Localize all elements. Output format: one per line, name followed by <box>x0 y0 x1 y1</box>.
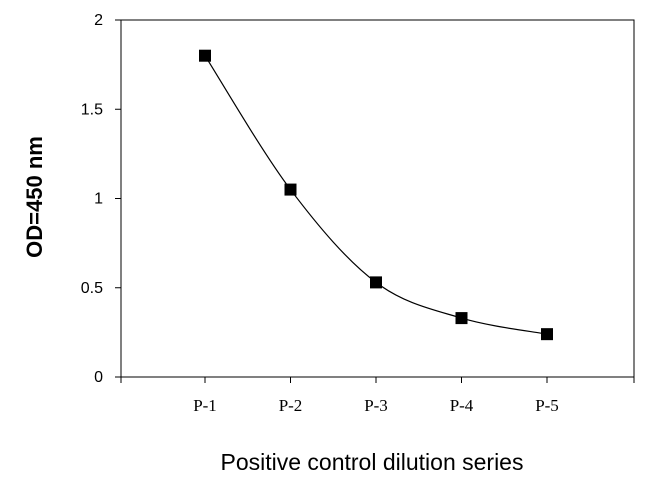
y-tick-label: 2 <box>94 12 103 29</box>
x-tick-label: P-4 <box>450 396 474 415</box>
data-point-marker <box>455 312 468 325</box>
x-tick-label: P-3 <box>364 396 388 415</box>
data-point-marker <box>199 49 211 62</box>
y-axis: 0 0.5 1 1.5 2 <box>81 12 121 386</box>
data-point-marker <box>541 328 553 341</box>
y-tick-label: 1 <box>94 191 103 208</box>
plot-frame <box>120 19 635 378</box>
y-axis-label: OD=450 nm <box>22 136 47 258</box>
x-tick-label: P-1 <box>193 396 217 415</box>
y-tick-label: 0.5 <box>81 280 103 297</box>
x-tick-label: P-5 <box>535 396 559 415</box>
x-tick-label: P-2 <box>279 396 303 415</box>
x-axis: P-1 P-2 P-3 P-4 P-5 <box>120 377 635 415</box>
y-tick-label: 0 <box>94 369 103 386</box>
x-axis-label: Positive control dilution series <box>221 449 524 475</box>
data-point-marker <box>370 276 382 289</box>
series-markers <box>199 49 553 341</box>
y-tick-label: 1.5 <box>81 101 103 118</box>
series-line <box>204 55 548 335</box>
data-point-marker <box>284 183 297 196</box>
